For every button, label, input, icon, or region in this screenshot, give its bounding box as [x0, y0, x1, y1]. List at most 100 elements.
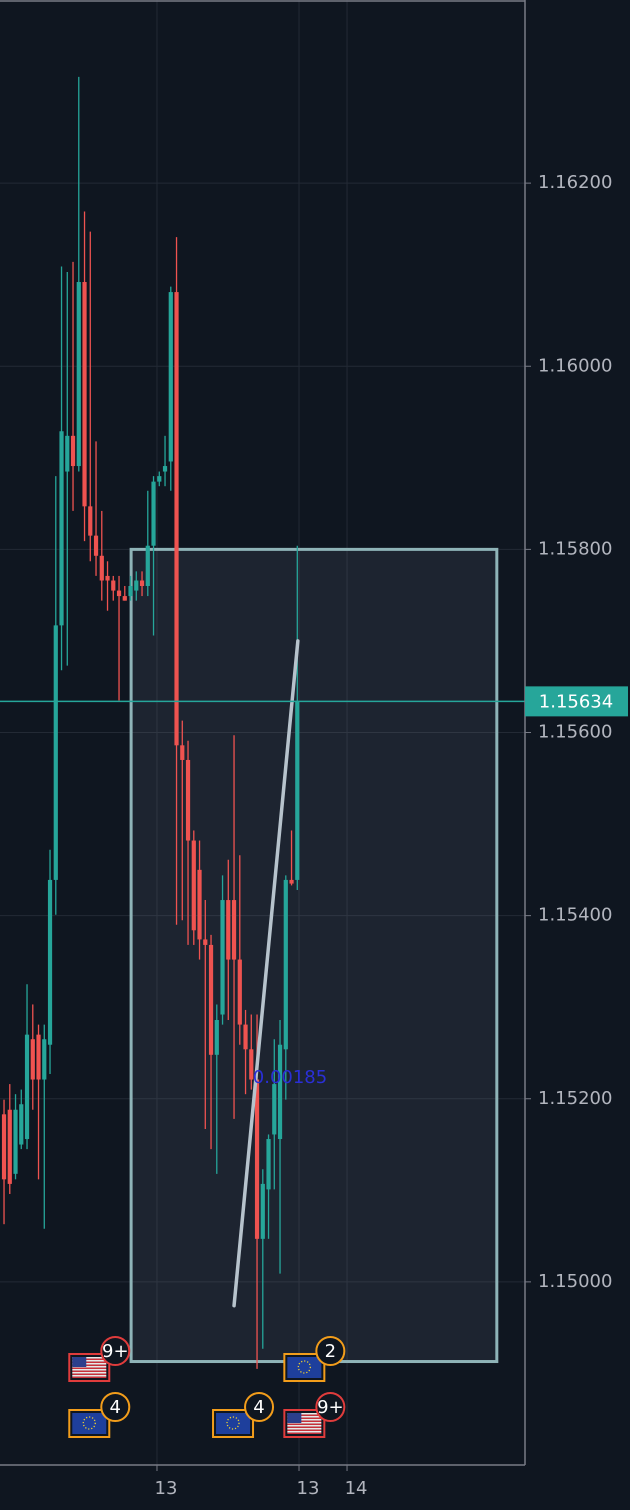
flag-field: [216, 1413, 251, 1434]
candle-body: [65, 435, 70, 472]
flag-stripe: [287, 1428, 322, 1430]
candle-body: [82, 282, 87, 507]
event-marker: 4: [212, 1392, 275, 1438]
flag-stripe: [287, 1431, 322, 1433]
candle-body: [168, 292, 173, 462]
flag-stripe: [287, 1413, 322, 1415]
candle-body: [13, 1109, 18, 1174]
event-count: 4: [253, 1397, 264, 1418]
y-tick-label: 1.15800: [538, 538, 612, 559]
last-price-label: 1.15634: [539, 691, 613, 712]
candle-body: [93, 535, 99, 556]
candle-body: [231, 900, 237, 960]
x-tick-label: 13: [297, 1478, 320, 1499]
candle-body: [134, 580, 139, 591]
flag-stripe: [287, 1420, 322, 1422]
candle-body: [7, 1109, 12, 1184]
flag-stripe: [287, 1429, 322, 1431]
candle-body: [174, 292, 179, 746]
candle-body: [53, 625, 58, 880]
candle-body: [157, 476, 162, 482]
candle-body: [277, 1044, 283, 1140]
candle-body: [220, 900, 225, 1015]
candle-body: [162, 466, 168, 472]
range-box: [129, 547, 499, 1364]
flag-stripe: [72, 1370, 107, 1372]
flag-field: [287, 1357, 322, 1378]
candle-body: [266, 1139, 271, 1190]
flag-canton: [287, 1413, 302, 1423]
flag-stripe: [72, 1357, 107, 1359]
flag-stripe: [287, 1426, 322, 1428]
flag-stripe: [72, 1364, 107, 1366]
flag-stripe: [287, 1414, 322, 1416]
flag-stripe: [72, 1361, 107, 1363]
candle-body: [36, 1034, 41, 1080]
candle-body: [30, 1039, 35, 1080]
candle-body: [260, 1183, 265, 1239]
y-tick-label: 1.16200: [538, 172, 612, 193]
event-marker: 2: [283, 1336, 346, 1382]
flag-stripe: [72, 1376, 107, 1378]
candle-body: [272, 1084, 277, 1135]
flag-stripe: [287, 1425, 322, 1427]
candle-body: [289, 879, 294, 884]
event-marker: 9+: [283, 1392, 346, 1438]
candle-body: [203, 939, 208, 945]
last-price-tag: [525, 686, 628, 717]
candle-body: [197, 869, 202, 940]
flag-stripe: [72, 1366, 107, 1368]
event-badge: [100, 1392, 131, 1422]
flag-stripe: [287, 1422, 322, 1424]
x-tick-label: 13: [155, 1478, 178, 1499]
candle-body: [180, 745, 185, 760]
candle-body: [59, 431, 64, 626]
flag-stripe: [72, 1363, 107, 1365]
event-marker: 4: [68, 1392, 131, 1438]
flag-stripe: [72, 1358, 107, 1360]
measure-label: 0.00185: [253, 1067, 327, 1088]
candle-body: [295, 701, 300, 880]
candle-body: [191, 840, 196, 931]
grid: [0, 0, 525, 1465]
event-count: 2: [325, 1341, 336, 1362]
y-tick-label: 1.15600: [538, 722, 612, 743]
candle-body: [24, 1034, 30, 1140]
event-count: 9+: [102, 1341, 129, 1362]
candle-body: [128, 586, 133, 597]
y-tick-label: 1.15000: [538, 1271, 612, 1292]
flag-stripe: [287, 1423, 322, 1425]
event-count: 9+: [317, 1397, 344, 1418]
flag-stripe: [72, 1360, 107, 1362]
candle-body: [237, 959, 242, 1025]
candle-body: [151, 481, 156, 546]
flag-stripe: [287, 1432, 322, 1434]
flag-stripe: [72, 1373, 107, 1375]
candle-body: [243, 1024, 248, 1050]
event-count: 4: [110, 1397, 121, 1418]
candle-body: [88, 506, 93, 536]
candle-body: [76, 282, 81, 467]
flag-stars: [297, 1360, 311, 1374]
candle-body: [19, 1104, 24, 1145]
axes: 1.15000 1.15200 1.15400 1.15600 1.15800 1.160…: [155, 172, 628, 1499]
candle-body: [42, 1039, 47, 1080]
candle-body: [208, 944, 214, 1055]
flag-stripe: [287, 1419, 322, 1421]
candle-body: [122, 596, 127, 601]
y-tick-label: 1.16000: [538, 355, 612, 376]
candle-body: [111, 580, 116, 591]
plot: 0.00185 9+ 4 4 2 9+: [0, 76, 525, 1438]
x-tick-label: 14: [345, 1478, 368, 1499]
flag-stripe: [72, 1372, 107, 1374]
event-marker: 9+: [68, 1336, 131, 1382]
trend-line: [232, 639, 300, 1308]
candle-body: [214, 1020, 219, 1055]
candle-body: [254, 1079, 260, 1239]
candle-body: [47, 879, 53, 1045]
flag-field: [72, 1413, 107, 1434]
flag-stars: [226, 1416, 240, 1430]
candle-body: [105, 575, 110, 581]
candle-body: [249, 1049, 254, 1080]
